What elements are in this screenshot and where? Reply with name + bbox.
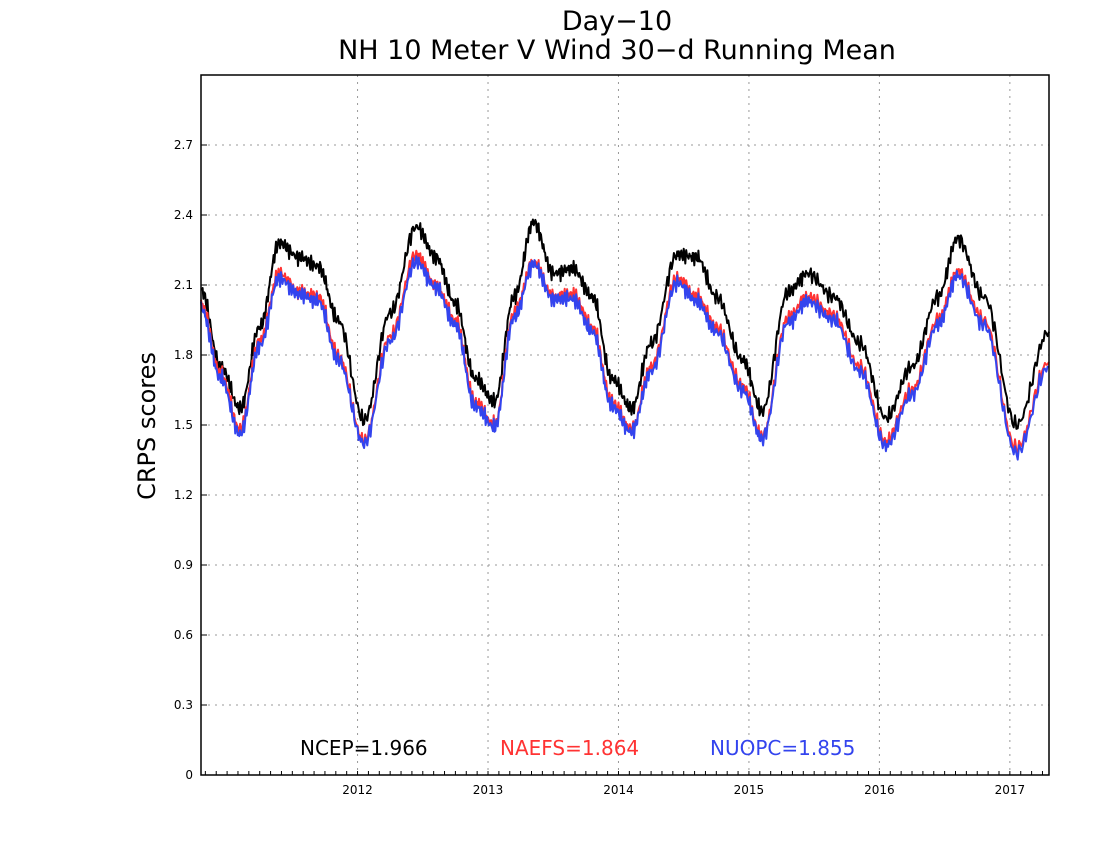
x-tick-label: 2012: [342, 783, 373, 797]
chart-subtitle: NH 10 Meter V Wind 30−d Running Mean: [338, 35, 896, 66]
y-tick-label: 2.4: [174, 208, 193, 222]
x-tick-label: 2015: [734, 783, 765, 797]
series-line-ncep: [200, 218, 1050, 430]
y-axis-label: CRPS scores: [133, 352, 161, 500]
y-tick-label: 0.3: [174, 698, 193, 712]
legend-entry-nuopc: NUOPC=1.855: [710, 736, 855, 760]
x-tick-label: 2013: [473, 783, 504, 797]
x-tick-label: 2014: [603, 783, 634, 797]
series-lines: [200, 218, 1050, 461]
y-tick-label: 0.6: [174, 628, 193, 642]
axis-ticks: 0 0.3 0.6 0.9 1.2 1.5 1.8 2.1 2.4 2.7 2012 2013 2014…: [174, 138, 1043, 797]
y-tick-label: 1.2: [174, 488, 193, 502]
x-tick-label: 2016: [864, 783, 895, 797]
legend-entry-ncep: NCEP=1.966: [300, 736, 428, 760]
y-tick-label: 0.9: [174, 558, 193, 572]
y-tick-label: 2.1: [174, 278, 193, 292]
x-tick-label: 2017: [995, 783, 1026, 797]
y-tick-label: 1.5: [174, 418, 193, 432]
chart-title: Day−10: [562, 6, 672, 37]
y-tick-label: 2.7: [174, 138, 193, 152]
series-line-nuopc: [200, 255, 1049, 461]
y-tick-label: 0: [185, 768, 193, 782]
y-tick-label: 1.8: [174, 348, 193, 362]
legend: NCEP=1.966 NAEFS=1.864 NUOPC=1.855: [300, 736, 855, 760]
legend-entry-naefs: NAEFS=1.864: [500, 736, 639, 760]
